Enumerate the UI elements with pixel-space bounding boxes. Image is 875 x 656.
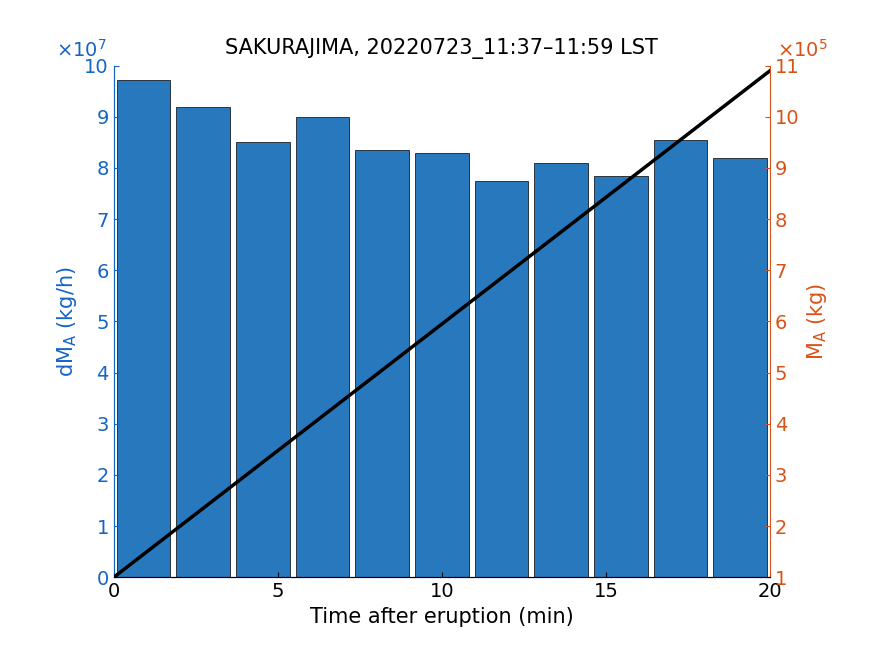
Bar [296, 117, 349, 577]
Text: ×10$^7$: ×10$^7$ [56, 39, 108, 60]
Bar [415, 153, 469, 577]
Bar [475, 181, 528, 577]
Bar [355, 150, 410, 577]
Bar [177, 106, 230, 577]
Bar [713, 157, 767, 577]
Title: SAKURAJIMA, 20220723_11:37–11:59 LST: SAKURAJIMA, 20220723_11:37–11:59 LST [226, 39, 658, 60]
Bar [535, 163, 588, 577]
Text: ×10$^5$: ×10$^5$ [777, 39, 828, 60]
X-axis label: Time after eruption (min): Time after eruption (min) [310, 607, 574, 626]
Bar [594, 176, 648, 577]
Bar [116, 80, 171, 577]
Y-axis label: $\mathregular{dM_A}$ (kg/h): $\mathregular{dM_A}$ (kg/h) [55, 266, 79, 377]
Bar [654, 140, 707, 577]
Bar [236, 142, 290, 577]
Y-axis label: $\mathregular{M_A}$ (kg): $\mathregular{M_A}$ (kg) [805, 283, 829, 360]
